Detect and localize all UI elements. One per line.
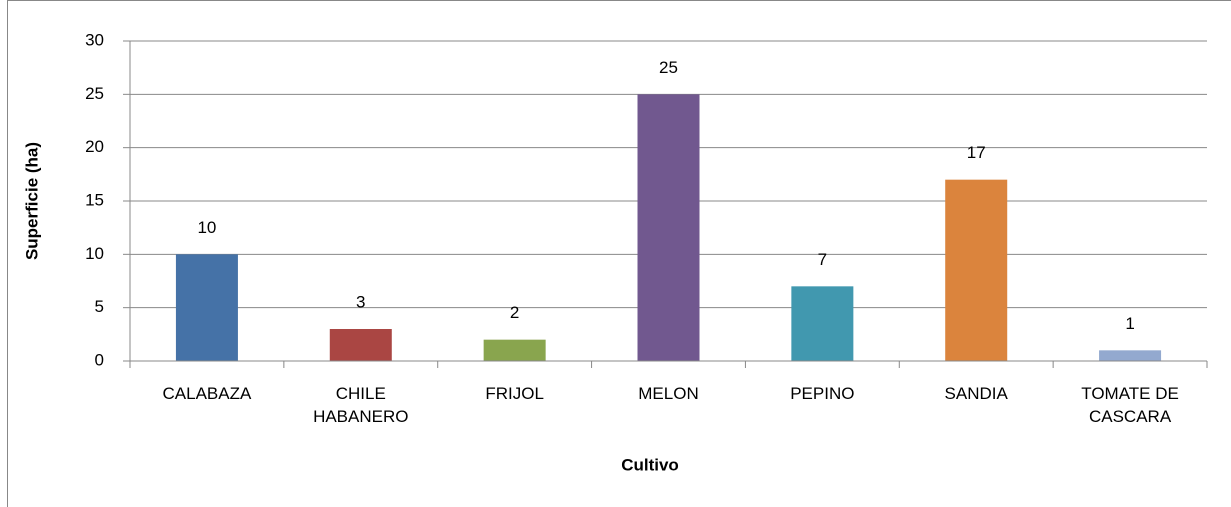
y-tick-label: 15 xyxy=(85,190,104,209)
x-tick-label: CALABAZA xyxy=(162,384,252,403)
bar xyxy=(483,339,546,361)
x-tick-label: TOMATE DE CASCARA xyxy=(1081,384,1179,426)
data-label: 7 xyxy=(818,250,827,269)
bar xyxy=(329,329,392,361)
bar xyxy=(1099,350,1162,361)
chart-frame xyxy=(7,0,1231,507)
y-axis-label: Superficie (ha) xyxy=(22,142,41,260)
y-tick-label: 10 xyxy=(85,244,104,263)
bar xyxy=(637,94,700,361)
x-tick-label: MELON xyxy=(638,384,699,403)
data-label: 10 xyxy=(197,218,216,237)
x-tick-label: CHILE HABANERO xyxy=(313,384,409,426)
y-tick-label: 25 xyxy=(85,84,104,103)
data-label: 2 xyxy=(510,303,519,322)
y-tick-label: 20 xyxy=(85,137,104,156)
data-label: 3 xyxy=(356,292,365,311)
y-tick-label: 0 xyxy=(95,350,104,369)
x-tick-label: FRIJOL xyxy=(485,384,544,403)
bar xyxy=(791,286,854,361)
bar xyxy=(175,254,238,361)
x-tick-label: PEPINO xyxy=(790,384,855,403)
data-label: 25 xyxy=(659,58,678,77)
data-label: 17 xyxy=(967,143,986,162)
x-axis-label: Cultivo xyxy=(621,455,679,474)
x-tick-label: SANDIA xyxy=(944,384,1008,403)
y-tick-label: 5 xyxy=(95,297,104,316)
bar xyxy=(945,179,1008,361)
y-tick-label: 30 xyxy=(85,30,104,49)
data-label: 1 xyxy=(1125,314,1134,333)
